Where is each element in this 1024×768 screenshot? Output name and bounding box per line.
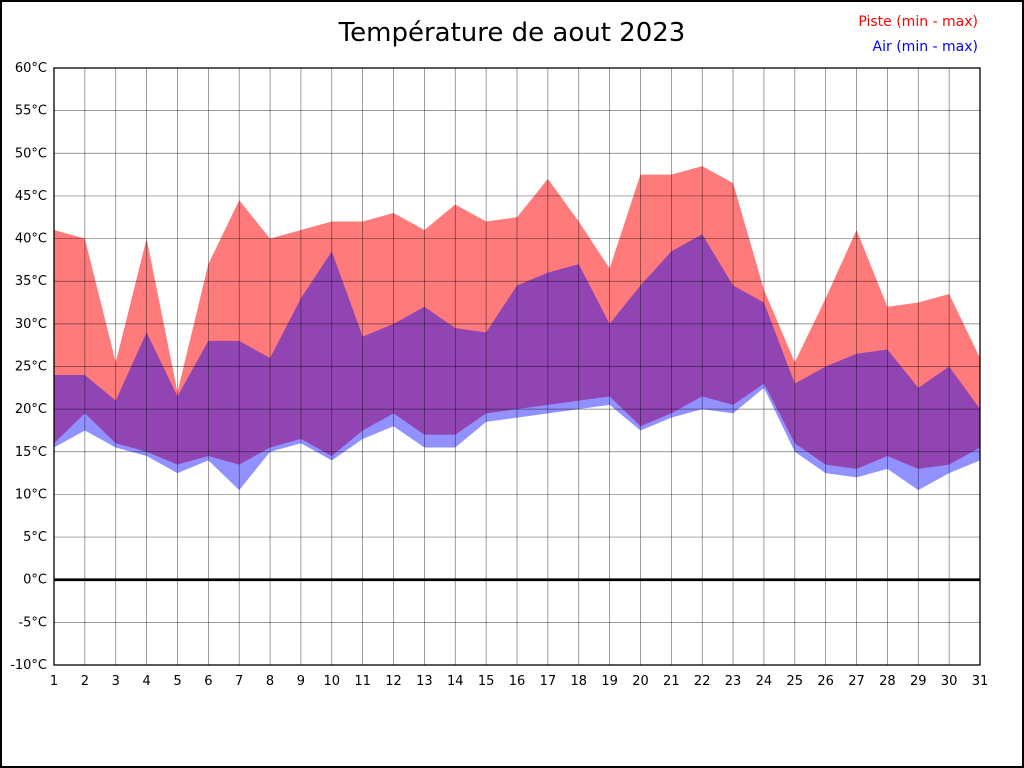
x-tick-label: 14 [447,674,464,689]
x-tick-label: 7 [235,674,243,689]
y-tick-label: 0°C [23,573,47,588]
x-tick-label: 28 [879,674,896,689]
x-tick-label: 10 [324,674,341,689]
x-tick-label: 19 [601,674,618,689]
y-tick-label: 5°C [23,530,47,545]
y-tick-label: 50°C [15,146,47,161]
y-tick-label: 60°C [15,61,47,76]
x-tick-label: 21 [663,674,680,689]
y-tick-label: 15°C [15,445,47,460]
x-tick-label: 9 [297,674,305,689]
x-tick-label: 25 [787,674,804,689]
y-tick-label: 40°C [15,232,47,247]
y-tick-label: 45°C [15,189,47,204]
x-tick-label: 5 [173,674,181,689]
plot-frame [53,67,981,666]
x-tick-label: 16 [509,674,526,689]
x-tick-label: 23 [725,674,742,689]
y-tick-label: 25°C [15,360,47,375]
legend: Piste (min - max) Air (min - max) [858,10,978,59]
x-tick-label: 2 [81,674,89,689]
x-tick-label: 6 [204,674,212,689]
x-tick-label: 30 [941,674,958,689]
x-tick-label: 13 [416,674,433,689]
y-tick-label: 30°C [15,317,47,332]
y-tick-label: 20°C [15,402,47,417]
legend-piste: Piste (min - max) [858,14,978,30]
y-tick-label: 55°C [15,104,47,119]
y-tick-label: -5°C [18,615,47,630]
x-tick-label: 29 [910,674,927,689]
x-tick-label: 12 [385,674,402,689]
legend-air: Air (min - max) [872,38,978,55]
x-tick-label: 4 [142,674,150,689]
x-tick-label: 31 [972,674,989,689]
x-tick-label: 17 [540,674,557,689]
y-tick-label: -10°C [10,658,47,673]
x-tick-label: 20 [632,674,649,689]
x-tick-label: 1 [50,674,58,689]
x-tick-label: 24 [756,674,773,689]
x-tick-label: 22 [694,674,711,689]
x-tick-label: 27 [848,674,865,689]
x-tick-label: 11 [354,674,371,689]
chart-title: Température de aout 2023 [338,18,686,48]
x-tick-label: 3 [112,674,120,689]
x-tick-label: 18 [570,674,587,689]
y-tick-label: 10°C [15,487,47,502]
x-tick-label: 8 [266,674,274,689]
x-tick-label: 26 [817,674,834,689]
y-tick-label: 35°C [15,274,47,289]
x-tick-label: 15 [478,674,495,689]
